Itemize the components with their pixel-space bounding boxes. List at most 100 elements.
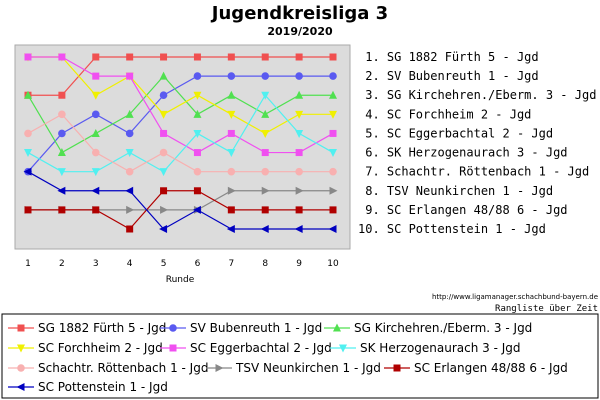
x-tick-label: 8 — [262, 259, 268, 269]
data-point — [329, 206, 337, 214]
series-layer — [23, 53, 338, 233]
legend-label: SC Pottenstein 1 - Jgd — [38, 380, 168, 394]
series-line — [27, 75, 333, 173]
data-point — [329, 110, 337, 119]
data-point — [261, 167, 270, 176]
data-point — [193, 53, 201, 61]
data-point — [24, 206, 32, 214]
data-point — [125, 186, 134, 195]
rank-label: 4. SC Forchheim 2 - Jgd — [358, 107, 531, 121]
legend-item: TSV Neunkirchen 1 - Jgd — [206, 361, 381, 375]
data-point — [295, 186, 304, 195]
data-point — [24, 90, 32, 99]
x-axis-ticks: 1 2 3 4 5 6 7 8 9 10 — [25, 259, 339, 269]
chart-title: Jugendkreisliga 3 — [210, 3, 388, 24]
data-point — [92, 206, 100, 214]
legend-marker — [17, 324, 25, 332]
series-3 — [24, 71, 337, 157]
data-point — [58, 110, 66, 119]
legend-marker — [215, 364, 224, 372]
data-point — [295, 129, 304, 138]
data-point — [125, 109, 134, 118]
series-line — [27, 113, 333, 173]
series-line — [27, 94, 334, 173]
data-point — [329, 72, 337, 80]
series-10 — [23, 167, 337, 233]
data-point — [160, 129, 168, 137]
data-point — [329, 129, 337, 137]
data-point — [58, 129, 66, 138]
series-line — [28, 190, 333, 230]
series-7 — [24, 110, 337, 176]
data-point — [261, 109, 270, 118]
data-point — [227, 186, 236, 195]
x-tick-label: 9 — [296, 259, 302, 269]
data-point — [227, 167, 236, 176]
source-url: http://www.ligamanager.schachbund-bayern… — [432, 293, 598, 301]
legend-label: SC Erlangen 48/88 6 - Jgd — [414, 361, 568, 375]
data-point — [226, 225, 235, 233]
data-point — [58, 206, 66, 214]
data-point — [126, 205, 135, 214]
data-point — [261, 53, 269, 61]
data-point — [193, 129, 202, 138]
data-point — [193, 149, 201, 157]
legend-item: SC Eggerbachtal 2 - Jgd — [160, 341, 332, 355]
rank-label: 6. SK Herzogenaurach 3 - Jgd — [358, 146, 568, 160]
legend-item: SK Herzogenaurach 3 - Jgd — [330, 341, 521, 355]
data-point — [91, 168, 100, 177]
data-point — [91, 148, 100, 157]
x-tick-label: 3 — [93, 259, 99, 269]
data-point — [159, 91, 168, 100]
data-point — [91, 91, 100, 100]
data-point — [261, 129, 270, 138]
data-point — [329, 53, 337, 61]
series-6 — [24, 91, 337, 177]
data-point — [159, 225, 168, 233]
x-tick-label: 4 — [127, 259, 133, 269]
legend-label: SK Herzogenaurach 3 - Jgd — [360, 341, 521, 355]
data-point — [260, 225, 269, 233]
rank-label: 7. Schachtr. Röttenbach 1 - Jgd — [358, 165, 589, 179]
data-point — [227, 90, 236, 99]
data-point — [192, 205, 201, 214]
series-line — [28, 56, 333, 135]
data-point — [227, 53, 235, 61]
data-point — [91, 186, 100, 195]
data-point — [295, 90, 304, 99]
rank-label: 10. SC Pottenstein 1 - Jgd — [358, 222, 546, 236]
series-line — [27, 171, 333, 230]
data-point — [261, 186, 270, 195]
legend-item: SC Erlangen 48/88 6 - Jgd — [384, 361, 568, 375]
data-point — [328, 225, 337, 233]
x-tick-label: 6 — [195, 259, 201, 269]
legend-item: SC Forchheim 2 - Jgd — [8, 341, 163, 355]
data-point — [193, 109, 202, 118]
series-line — [27, 75, 333, 154]
rank-label: 5. SC Eggerbachtal 2 - Jgd — [358, 126, 553, 140]
rank-label: 8. TSV Neunkirchen 1 - Jgd — [358, 184, 553, 198]
data-point — [57, 148, 66, 157]
x-tick-label: 5 — [161, 259, 167, 269]
rank-label: 9. SC Erlangen 48/88 6 - Jgd — [358, 203, 568, 217]
data-point — [295, 167, 303, 176]
legend-item: SV Bubenreuth 1 - Jgd — [160, 321, 322, 335]
data-point — [159, 110, 168, 119]
legend-label: Schachtr. Röttenbach 1 - Jgd — [38, 361, 208, 375]
data-point — [227, 72, 236, 80]
data-point — [227, 206, 235, 214]
data-point — [126, 53, 134, 61]
data-point — [126, 225, 134, 233]
rank-label: 2. SV Bubenreuth 1 - Jgd — [358, 69, 539, 83]
data-point — [125, 129, 134, 138]
data-point — [227, 110, 236, 119]
data-point — [160, 53, 168, 61]
x-tick-label: 10 — [327, 259, 339, 269]
data-point — [58, 53, 66, 61]
data-point — [57, 168, 66, 177]
rank-label: 3. SG Kirchehren./Eberm. 3 - Jgd — [358, 88, 596, 102]
data-point — [329, 90, 337, 99]
legend-label: SG Kirchehren./Eberm. 3 - Jgd — [354, 321, 532, 335]
data-point — [91, 110, 100, 119]
x-tick-label: 7 — [228, 259, 234, 269]
